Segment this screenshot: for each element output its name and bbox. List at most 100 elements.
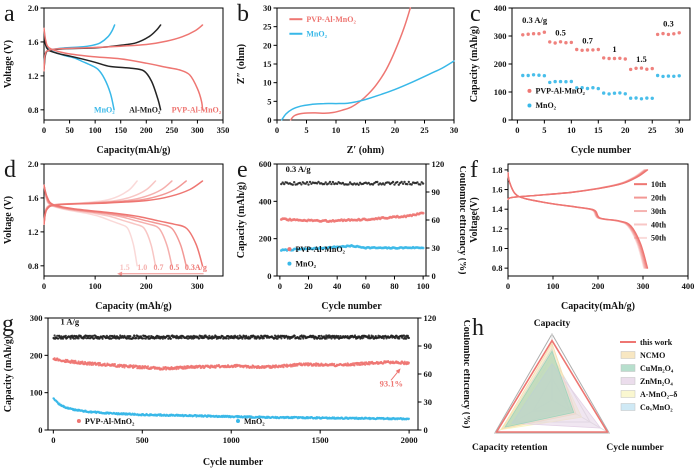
svg-text:0.8: 0.8 [28, 105, 39, 115]
svg-text:15: 15 [594, 125, 603, 135]
svg-text:MnO₂: MnO₂ [535, 101, 556, 110]
annotations-a: MnO₂ Al-MnO₂ PVP-Al-MnO₂ [94, 105, 222, 114]
svg-text:Capacity retention: Capacity retention [472, 443, 548, 453]
panel-letter-g: g [2, 311, 14, 337]
svg-text:1.6: 1.6 [492, 185, 503, 195]
svg-text:CoₓMnO₂: CoₓMnO₂ [640, 403, 673, 412]
series-g [52, 334, 410, 421]
cycle-voltage-profiles-chart-f: 0 100 200 300 400 0.8 1.0 1.2 1.4 1.6 1.8 Capacity(… [469, 163, 695, 312]
svg-text:20: 20 [391, 125, 400, 135]
svg-text:ZnMn₂O₄: ZnMn₂O₄ [640, 377, 673, 386]
svg-text:Cycle number: Cycle number [571, 145, 632, 156]
svg-text:30: 30 [675, 125, 684, 135]
svg-text:Voltage (V): Voltage (V) [3, 40, 14, 88]
svg-text:2.0: 2.0 [28, 159, 39, 169]
svg-text:150: 150 [114, 125, 127, 135]
voltage-capacity-chart-a: 0 50 100 150 200 250 300 350 0.8 1.2 1.6 2.0 Capacit… [3, 3, 229, 156]
svg-text:0.3 A/g: 0.3 A/g [522, 15, 548, 25]
svg-text:200: 200 [30, 350, 43, 360]
svg-text:Capacity (mAh/g): Capacity (mAh/g) [236, 182, 247, 258]
svg-text:Al-MnO₂: Al-MnO₂ [129, 105, 161, 114]
svg-text:25: 25 [420, 125, 429, 135]
panel-e: e 0 20 40 60 80 100 0 200 400 600 0 30 60 90 120 Cycle … [233, 156, 466, 312]
svg-text:25: 25 [648, 125, 657, 135]
svg-text:400: 400 [682, 281, 695, 291]
svg-text:10: 10 [263, 78, 272, 88]
svg-text:MnO₂: MnO₂ [295, 259, 316, 268]
svg-text:1.2: 1.2 [28, 227, 39, 237]
svg-text:50th: 50th [651, 234, 667, 243]
axes-a: 0 50 100 150 200 250 300 350 0.8 1.2 1.6 2.0 Capacit… [3, 3, 229, 156]
svg-text:30th: 30th [651, 207, 667, 216]
svg-text:250: 250 [165, 125, 178, 135]
svg-text:120: 120 [424, 313, 437, 323]
series-c [521, 30, 681, 101]
svg-text:60: 60 [432, 215, 441, 225]
svg-text:PVP-Al-MnO₂: PVP-Al-MnO₂ [172, 105, 222, 114]
svg-text:0.7: 0.7 [154, 263, 164, 272]
svg-text:0: 0 [515, 125, 519, 135]
svg-text:Coulombic efficiency (%): Coulombic efficiency (%) [461, 320, 470, 429]
svg-text:Cycle number: Cycle number [321, 301, 382, 312]
svg-text:10: 10 [332, 125, 341, 135]
svg-text:0.5: 0.5 [169, 263, 179, 272]
svg-text:1000: 1000 [223, 435, 240, 445]
svg-text:600: 600 [259, 159, 272, 169]
svg-text:5: 5 [267, 96, 271, 106]
panel-letter-d: d [4, 157, 16, 183]
svg-text:5: 5 [542, 125, 546, 135]
svg-text:50: 50 [65, 125, 74, 135]
rate-voltage-profiles-chart-d: 0 100 200 300 0.8 1.2 1.6 2.0 Capacity (mAh/g) Vo… [3, 159, 224, 312]
svg-text:80: 80 [390, 281, 399, 291]
svg-text:1.8: 1.8 [492, 165, 503, 175]
svg-text:30: 30 [432, 243, 441, 253]
axes-f: 0 100 200 300 400 0.8 1.0 1.2 1.4 1.6 1.8 Capacity(… [469, 163, 695, 312]
series-e [279, 180, 425, 252]
svg-text:400: 400 [259, 196, 272, 206]
panel-g: g 0 500 1000 1500 2000 0 100 200 300 0 30 60 90 120 Cy… [0, 312, 470, 468]
svg-text:Capacity: Capacity [534, 319, 571, 329]
svg-text:Cycle number: Cycle number [203, 457, 264, 468]
panel-letter-c: c [470, 1, 481, 27]
svg-text:120: 120 [432, 159, 445, 169]
radar-comparison-chart-h: Capacity Cycle number Capacity retention th… [472, 319, 677, 453]
svg-text:40th: 40th [651, 220, 667, 229]
svg-text:90: 90 [432, 187, 441, 197]
svg-text:300: 300 [494, 31, 507, 41]
panel-b: b 0 5 10 15 20 25 30 0 5 10 15 20 25 30 Z′ (ohm) Z″ (oh… [233, 0, 466, 156]
svg-text:500: 500 [136, 435, 149, 445]
svg-text:A-MnO₂₋δ: A-MnO₂₋δ [640, 390, 677, 399]
svg-text:1.5: 1.5 [636, 54, 647, 64]
svg-text:90: 90 [424, 341, 433, 351]
svg-text:25: 25 [263, 22, 272, 32]
svg-text:60: 60 [362, 281, 371, 291]
svg-text:PVP-Al-MnO₂: PVP-Al-MnO₂ [295, 245, 345, 254]
panel-a: a 0 50 100 150 200 250 300 350 0.8 1.2 1.6 2.0 Capac… [0, 0, 233, 156]
svg-text:100: 100 [417, 281, 430, 291]
svg-text:Capacity (mAh/g): Capacity (mAh/g) [95, 301, 171, 312]
svg-text:2.0: 2.0 [28, 3, 39, 13]
svg-text:30: 30 [424, 397, 433, 407]
svg-text:20th: 20th [651, 193, 667, 202]
annotations-e: 0.3 A/g PVP-Al-MnO₂ MnO₂ [286, 164, 346, 268]
panel-f: f 0 100 200 300 400 0.8 1.0 1.2 1.4 1.6 1.8 Capacit… [466, 156, 700, 312]
svg-text:100: 100 [89, 281, 102, 291]
svg-text:10: 10 [567, 125, 576, 135]
svg-text:60: 60 [424, 369, 433, 379]
svg-text:MnO₂: MnO₂ [244, 417, 265, 426]
svg-text:0: 0 [51, 435, 55, 445]
annotations-d: 1.5 1.0 0.7 0.5 0.3A/g [117, 263, 207, 276]
series-a [43, 24, 204, 111]
svg-text:NCMO: NCMO [640, 351, 665, 360]
svg-text:CuMn₂O₄: CuMn₂O₄ [640, 364, 674, 373]
panel-letter-a: a [4, 1, 15, 27]
svg-text:1.6: 1.6 [28, 37, 39, 47]
annotations-c: 0.3 A/g 0.5 0.7 1 1.5 0.3 PVP-Al-MnO₂ MnO₂ [522, 15, 674, 110]
svg-text:0: 0 [38, 425, 42, 435]
annotations-f: 10th 20th 30th 40th 50th [634, 180, 667, 243]
series-b [280, 7, 455, 121]
